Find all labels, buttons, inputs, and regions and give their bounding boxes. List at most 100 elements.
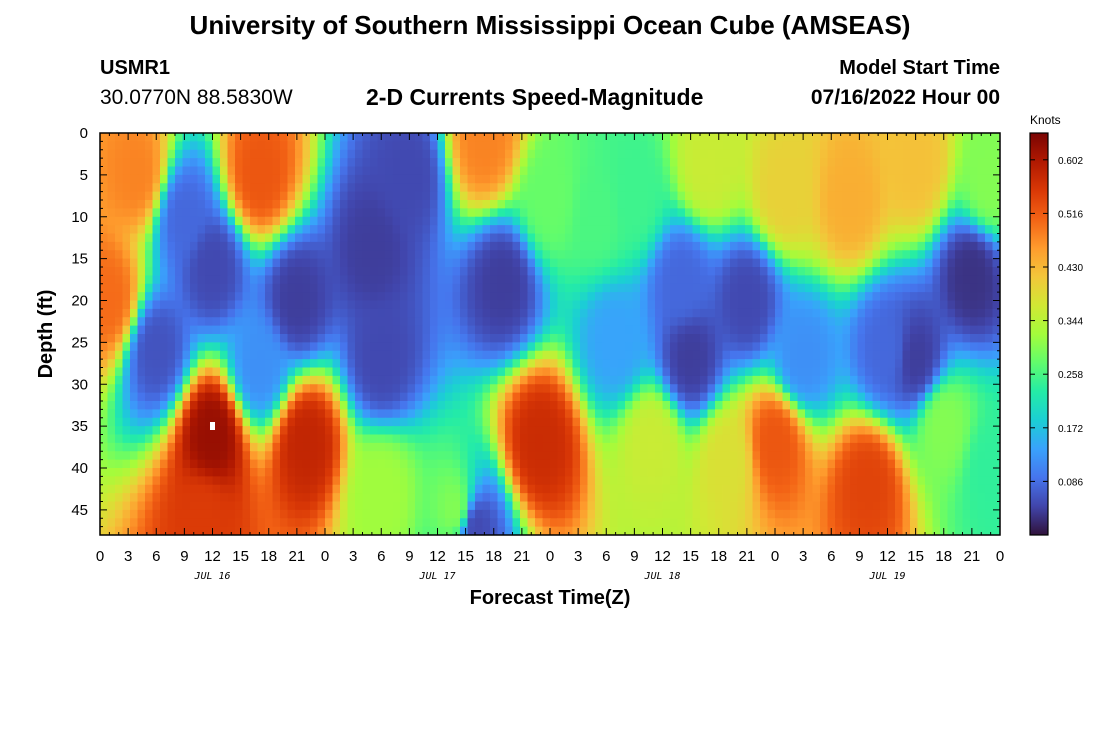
heat-cell [850, 267, 859, 276]
heat-cell [385, 409, 394, 419]
heat-cell [962, 367, 971, 377]
heat-cell [122, 267, 131, 276]
heat-cell [302, 275, 311, 285]
heat-cell [655, 241, 664, 251]
heat-cell [805, 158, 814, 168]
heat-cell [902, 216, 911, 226]
heat-cell [632, 141, 641, 151]
heat-cell [715, 468, 724, 477]
heat-cell [550, 208, 559, 218]
heat-cell [865, 233, 874, 243]
heat-cell [512, 166, 521, 176]
heat-cell [242, 250, 251, 260]
heat-cell [632, 417, 641, 427]
heat-cell [850, 200, 859, 209]
heat-cell [242, 367, 251, 377]
heat-cell [707, 241, 716, 251]
heat-cell [332, 334, 341, 343]
heat-cell [872, 133, 881, 142]
heat-cell [977, 334, 986, 343]
heat-cell [685, 359, 694, 369]
heat-cell [977, 183, 986, 193]
heat-cell [685, 267, 694, 276]
heat-cell [827, 200, 836, 209]
heat-cell [235, 250, 244, 260]
heat-cell [415, 442, 424, 452]
heat-cell [917, 375, 926, 385]
heat-cell [835, 459, 844, 469]
heat-cell [970, 468, 979, 477]
heat-cell [340, 317, 349, 327]
heat-cell [467, 359, 476, 369]
heat-cell [737, 308, 746, 318]
heat-cell [977, 375, 986, 385]
heat-cell [512, 451, 521, 461]
heat-cell [190, 384, 199, 394]
heat-cell [182, 476, 191, 486]
heat-cell [445, 225, 454, 235]
heat-cell [100, 174, 109, 184]
heat-cell [917, 317, 926, 327]
heat-cell [152, 267, 161, 276]
heat-cell [392, 451, 401, 461]
heat-cell [887, 434, 896, 444]
heat-cell [985, 367, 994, 377]
heat-cell [430, 283, 439, 293]
heat-cell [610, 401, 619, 410]
heat-cell [647, 241, 656, 251]
heat-cell [152, 442, 161, 452]
heat-cell [430, 434, 439, 444]
heat-cell [175, 342, 184, 352]
heat-cell [760, 258, 769, 268]
heat-cell [670, 250, 679, 260]
heat-cell [595, 200, 604, 209]
heat-cell [752, 459, 761, 469]
heat-cell [362, 174, 371, 184]
heat-cell [580, 267, 589, 276]
heat-cell [940, 409, 949, 419]
heat-cell [595, 174, 604, 184]
heat-cell [182, 241, 191, 251]
heat-cell [557, 350, 566, 360]
heat-cell [587, 283, 596, 293]
heat-cell [287, 459, 296, 469]
heat-cell [820, 350, 829, 360]
heat-cell [692, 233, 701, 243]
heat-cell [310, 451, 319, 461]
heat-cell [985, 133, 994, 142]
heat-cell [917, 267, 926, 276]
heat-cell [925, 409, 934, 419]
heat-cell [662, 442, 671, 452]
heat-cell [250, 275, 259, 285]
heat-cell [325, 292, 334, 302]
heat-cell [850, 375, 859, 385]
heat-cell [730, 275, 739, 285]
heat-cell [415, 401, 424, 410]
heat-cell [302, 267, 311, 276]
heat-cell [902, 208, 911, 218]
heat-cell [317, 225, 326, 235]
heat-cell [160, 250, 169, 260]
heat-cell [137, 359, 146, 369]
heat-cell [760, 342, 769, 352]
heat-cell [737, 359, 746, 369]
heat-cell [235, 342, 244, 352]
heat-cell [550, 442, 559, 452]
heat-cell [970, 367, 979, 377]
heat-cell [902, 233, 911, 243]
heat-cell [842, 149, 851, 159]
heat-cell [392, 342, 401, 352]
heat-cell [205, 275, 214, 285]
heat-cell [205, 174, 214, 184]
heat-cell [212, 166, 221, 176]
heat-cell [347, 459, 356, 469]
heat-cell [610, 308, 619, 318]
heat-cell [527, 417, 536, 427]
heat-cell [745, 442, 754, 452]
heat-cell [400, 308, 409, 318]
heat-cell [385, 325, 394, 335]
heat-cell [467, 417, 476, 427]
heat-cell [790, 149, 799, 159]
heat-cell [940, 166, 949, 176]
heat-cell [977, 233, 986, 243]
